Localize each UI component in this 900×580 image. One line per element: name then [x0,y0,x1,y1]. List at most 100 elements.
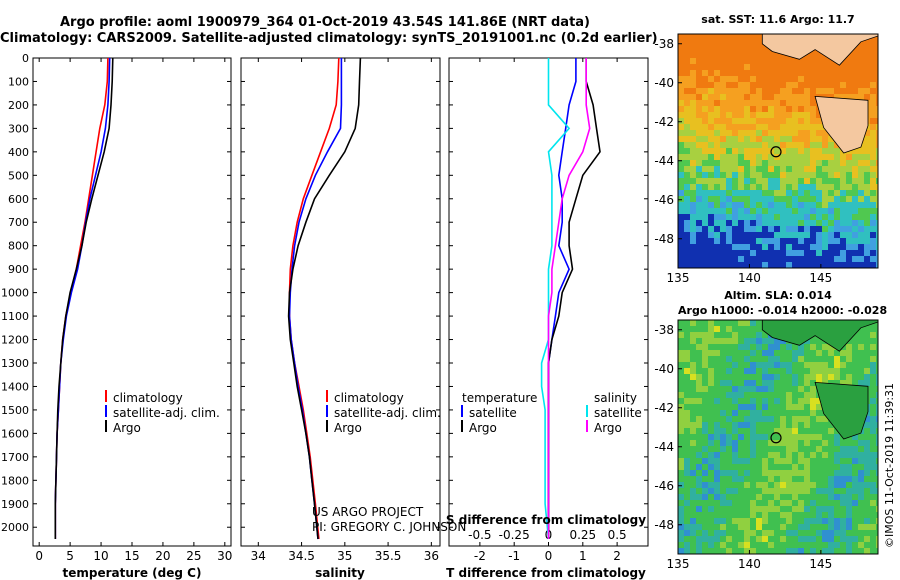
sla-map: 135 140 145 -38 -40 -42 -44 -46 -48 [654,319,879,571]
xtick-label: 15 [124,549,139,563]
xtick-label: 34.5 [288,549,315,563]
temperature-plot-frame [32,57,232,547]
ytick-label: 1400 [1,380,29,393]
ytick-label: 500 [8,169,29,182]
map-xtick-label: 140 [738,271,761,285]
map-ytick-label: -46 [654,479,674,493]
ytick-label: 1900 [1,498,29,511]
xtick-label: 20 [155,549,170,563]
difference-legend-right: salinity satellite Argo [586,391,642,435]
ytick-label: 1300 [1,357,29,370]
ytick-label: 600 [8,193,29,206]
map-ytick-label: -40 [654,362,674,376]
x2tick-label: 0.25 [569,528,596,542]
temperature-xlabel: temperature (deg C) [63,566,202,580]
salinity-lines [287,57,362,540]
mainland-land [761,320,878,352]
mainland-land [761,34,878,66]
temperature-ticks: 0100200300400500600700800900100011001200… [1,52,232,563]
legend-t-argo-label: Argo [469,421,497,435]
legend-temperature-heading: temperature [462,391,537,405]
ytick-label: 1100 [1,310,29,323]
ytick-label: 800 [8,240,29,253]
temperature-legend: climatology satellite-adj. clim. Argo [105,390,220,435]
credit-block: US ARGO PROJECT PI: GREGORY C. JOHNSON [312,505,466,534]
map-frame [677,319,879,555]
tasmania-land [814,95,869,154]
ytick-label: 700 [8,216,29,229]
xtick-label: 2 [613,549,621,563]
title-line-1: Argo profile: aoml 1900979_364 01-Oct-20… [59,15,591,30]
xtick-label: -2 [474,549,486,563]
map-ytick-label: -46 [654,193,674,207]
sst-map: 135 140 145 -38 -40 -42 -44 -46 -48 [654,33,879,285]
salinity-plot-frame [240,57,441,547]
legend-satellite-label: satellite-adj. clim. [334,406,441,420]
x2tick-label: -0.25 [499,528,530,542]
profile-location-marker [770,432,782,444]
difference-ticks: -2 -1 0 1 2-0.5 -0.25 0 0.25 0.5 [449,57,648,563]
xtick-label: 30 [217,549,232,563]
ytick-label: 900 [8,263,29,276]
salinity-ticks: 34 34.5 35 35.5 36 [241,57,440,563]
timestamp-stamp: ©IMOS 11-Oct-2019 11:39:31 [883,382,896,548]
map-ytick-label: -38 [654,323,674,337]
sdiff-xlabel: S difference from climatology [446,513,646,527]
xtick-label: 0 [545,549,553,563]
temperature-lines [54,57,114,539]
title-line-2: Climatology: CARS2009. Satellite-adjuste… [0,31,658,46]
map-field [678,34,878,268]
ytick-label: 0 [22,52,29,65]
sst-map-title: sat. SST: 11.6 Argo: 11.7 [701,13,855,26]
xtick-label: 25 [186,549,201,563]
sla-map-subtitle: Argo h1000: -0.014 h2000: -0.028 [678,304,888,317]
credit-line-2: PI: GREGORY C. JOHNSON [312,520,466,534]
map-xtick-label: 135 [667,557,690,571]
xtick-label: 0 [35,549,43,563]
xtick-label: 10 [93,549,108,563]
xtick-label: -1 [508,549,520,563]
legend-s-satellite-label: satellite [594,406,642,420]
ytick-label: 2000 [1,521,29,534]
profile-location-marker [770,146,782,158]
ytick-label: 100 [8,75,29,88]
map-ytick-label: -44 [654,440,674,454]
map-ytick-label: -44 [654,154,674,168]
difference-legend-left: temperature satellite Argo [461,391,537,435]
legend-satellite-label: satellite-adj. clim. [113,406,220,420]
legend-argo-label: Argo [334,421,362,435]
temperature-panel: 0100200300400500600700800900100011001200… [1,52,232,580]
map-frame [677,33,879,269]
salinity-legend: climatology satellite-adj. clim. Argo [326,390,441,435]
ytick-label: 1800 [1,474,29,487]
map-xtick-label: 140 [738,557,761,571]
legend-climatology-label: climatology [334,391,404,405]
xtick-label: 36 [424,549,439,563]
x2tick-label: -0.5 [468,528,491,542]
map-ytick-label: -42 [654,115,674,129]
difference-panel: -2 -1 0 1 2-0.5 -0.25 0 0.25 0.5 T difference fr… [446,57,649,580]
xtick-label: 34 [251,549,266,563]
salinity-xlabel: salinity [315,566,365,580]
ytick-label: 1500 [1,404,29,417]
legend-salinity-heading: salinity [594,391,637,405]
map-field [678,320,878,554]
map-ytick-label: -40 [654,76,674,90]
legend-climatology-label: climatology [113,391,183,405]
tdiff-xlabel: T difference from climatology [446,566,646,580]
xtick-label: 35 [337,549,352,563]
ytick-label: 300 [8,122,29,135]
x2tick-label: 0.5 [608,528,627,542]
series-line-argo [287,57,362,540]
ytick-label: 1000 [1,287,29,300]
map-xtick-label: 145 [809,557,832,571]
ytick-label: 400 [8,146,29,159]
map-xtick-label: 135 [667,271,690,285]
difference-lines [540,58,601,540]
legend-t-satellite-label: satellite [469,406,517,420]
ytick-label: 200 [8,99,29,112]
tasmania-land [814,381,869,440]
series-line-salinity-argo [547,58,591,539]
series-line-argo [54,57,114,539]
